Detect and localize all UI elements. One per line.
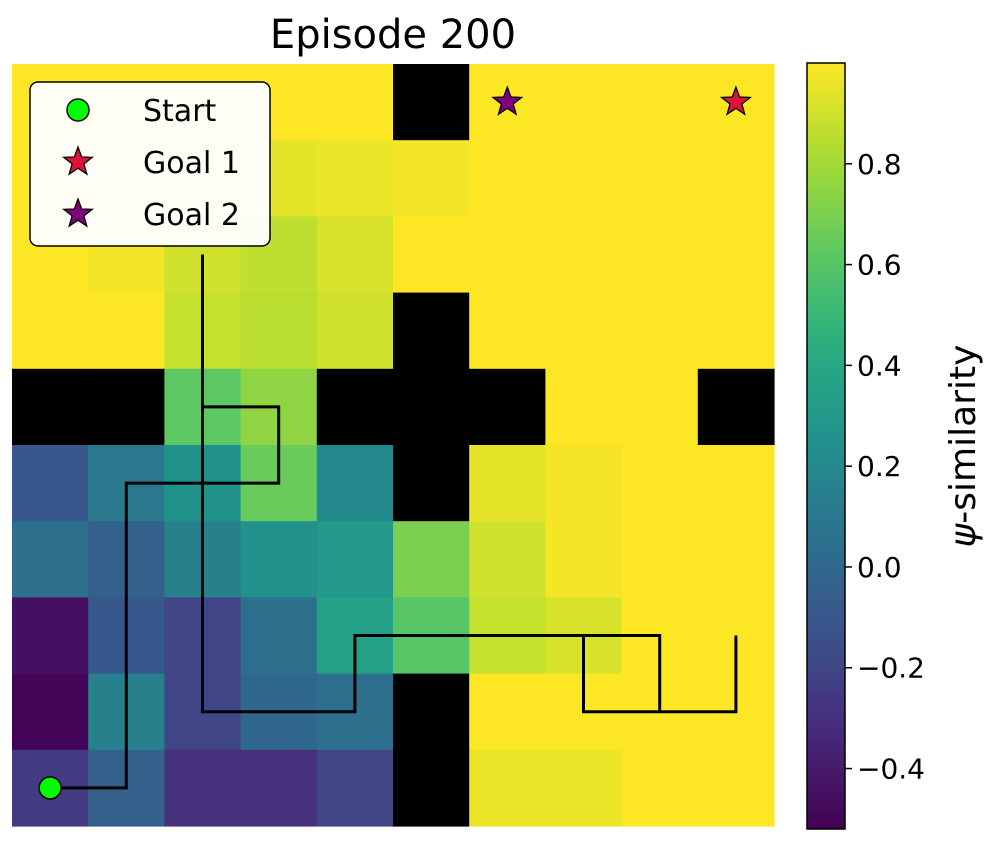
heatmap-cell [469,445,546,522]
heatmap-cell [545,445,623,522]
heatmap-cell [621,368,699,446]
heatmap-cell [164,749,242,827]
colorbar-tick-label: 0.2 [857,450,902,483]
wall-cell [393,368,470,446]
heatmap-cell [621,445,699,522]
heatmap-cell [469,292,546,370]
heatmap-cell [469,521,546,598]
chart-title: Episode 200 [270,12,516,58]
heatmap-cell [469,140,546,217]
wall-cell [12,368,89,446]
heatmap-cell [697,292,775,370]
heatmap-cell [316,445,394,522]
heatmap-cell [545,292,623,370]
wall-cell [393,445,470,522]
colorbar-tick-label: 0.0 [857,551,902,584]
wall-cell [316,368,394,446]
wall-cell [697,368,775,446]
heatmap-cell [621,216,699,294]
colorbar-tick-label: 0.6 [857,249,902,282]
heatmap-cell [316,140,394,217]
heatmap-cell [697,749,775,827]
colorbar-tick-label: 0.4 [857,349,902,382]
heatmap-cell [545,216,623,294]
heatmap-cell [697,445,775,522]
heatmap-cell [621,749,699,827]
heatmap-cell [621,64,699,141]
heatmap-cell [545,64,623,141]
heatmap-cell [697,216,775,294]
legend-start-marker [66,98,90,122]
heatmap-cell [545,140,623,217]
heatmap-cell [393,216,470,294]
heatmap-cell [240,749,318,827]
heatmap-cell [12,521,89,598]
heatmap-cell [469,749,546,827]
colorbar-gradient [806,62,846,830]
heatmap-cell [621,140,699,217]
legend-label: Start [143,94,217,129]
legend-box [29,81,271,247]
start-marker [38,776,62,800]
colorbar-tick-label: −0.4 [857,753,925,786]
goal-2-marker [491,85,524,116]
wall-cell [469,368,546,446]
heatmap-cell [88,292,165,370]
heatmap-cell [240,597,318,675]
wall-cell [393,64,470,141]
heatmap-cell [545,749,623,827]
heatmap-cell [240,292,318,370]
heatmap-cell [393,521,470,598]
legend-goal-1-marker [61,145,95,176]
heatmap-cell [621,521,699,598]
goal-1-marker [719,85,752,116]
heatmap-cell [393,140,470,217]
colorbar-label: ψ-similarity [943,345,984,548]
heatmap-cell [697,140,775,217]
wall-cell [393,749,470,827]
heatmap-cell [12,673,89,751]
heatmap-cell [12,292,89,370]
colorbar-tick-label: 0.8 [857,148,902,181]
wall-cell [393,673,470,751]
heatmap-cell [316,64,394,141]
heatmap-cell [469,673,546,751]
legend-goal-2-marker [61,197,95,228]
heatmap-cell [240,521,318,598]
wall-cell [393,292,470,370]
heatmap-cell [316,216,394,294]
trajectory-path [50,254,738,790]
heatmap-cell [545,368,623,446]
markers [38,85,752,800]
legend-label: Goal 2 [143,198,240,233]
heatmap-cell [316,749,394,827]
legend: Start Goal 1 Goal 2 [29,81,271,247]
heatmap-cell [316,292,394,370]
heatmap-cell [621,292,699,370]
heatmap-cell [316,521,394,598]
heatmap-cell [12,597,89,675]
colorbar-tick-label: −0.2 [857,652,925,685]
heatmap-cell [545,521,623,598]
wall-cell [88,368,165,446]
colorbar: 0.8 0.6 0.4 0.2 0.0 −0.2 −0.4 ψ-similarity [806,62,984,830]
trajectory-line [50,254,738,790]
heatmap-cell [697,521,775,598]
heatmap-cell [469,216,546,294]
legend-label: Goal 1 [143,146,240,181]
heatmap-cell [12,445,89,522]
